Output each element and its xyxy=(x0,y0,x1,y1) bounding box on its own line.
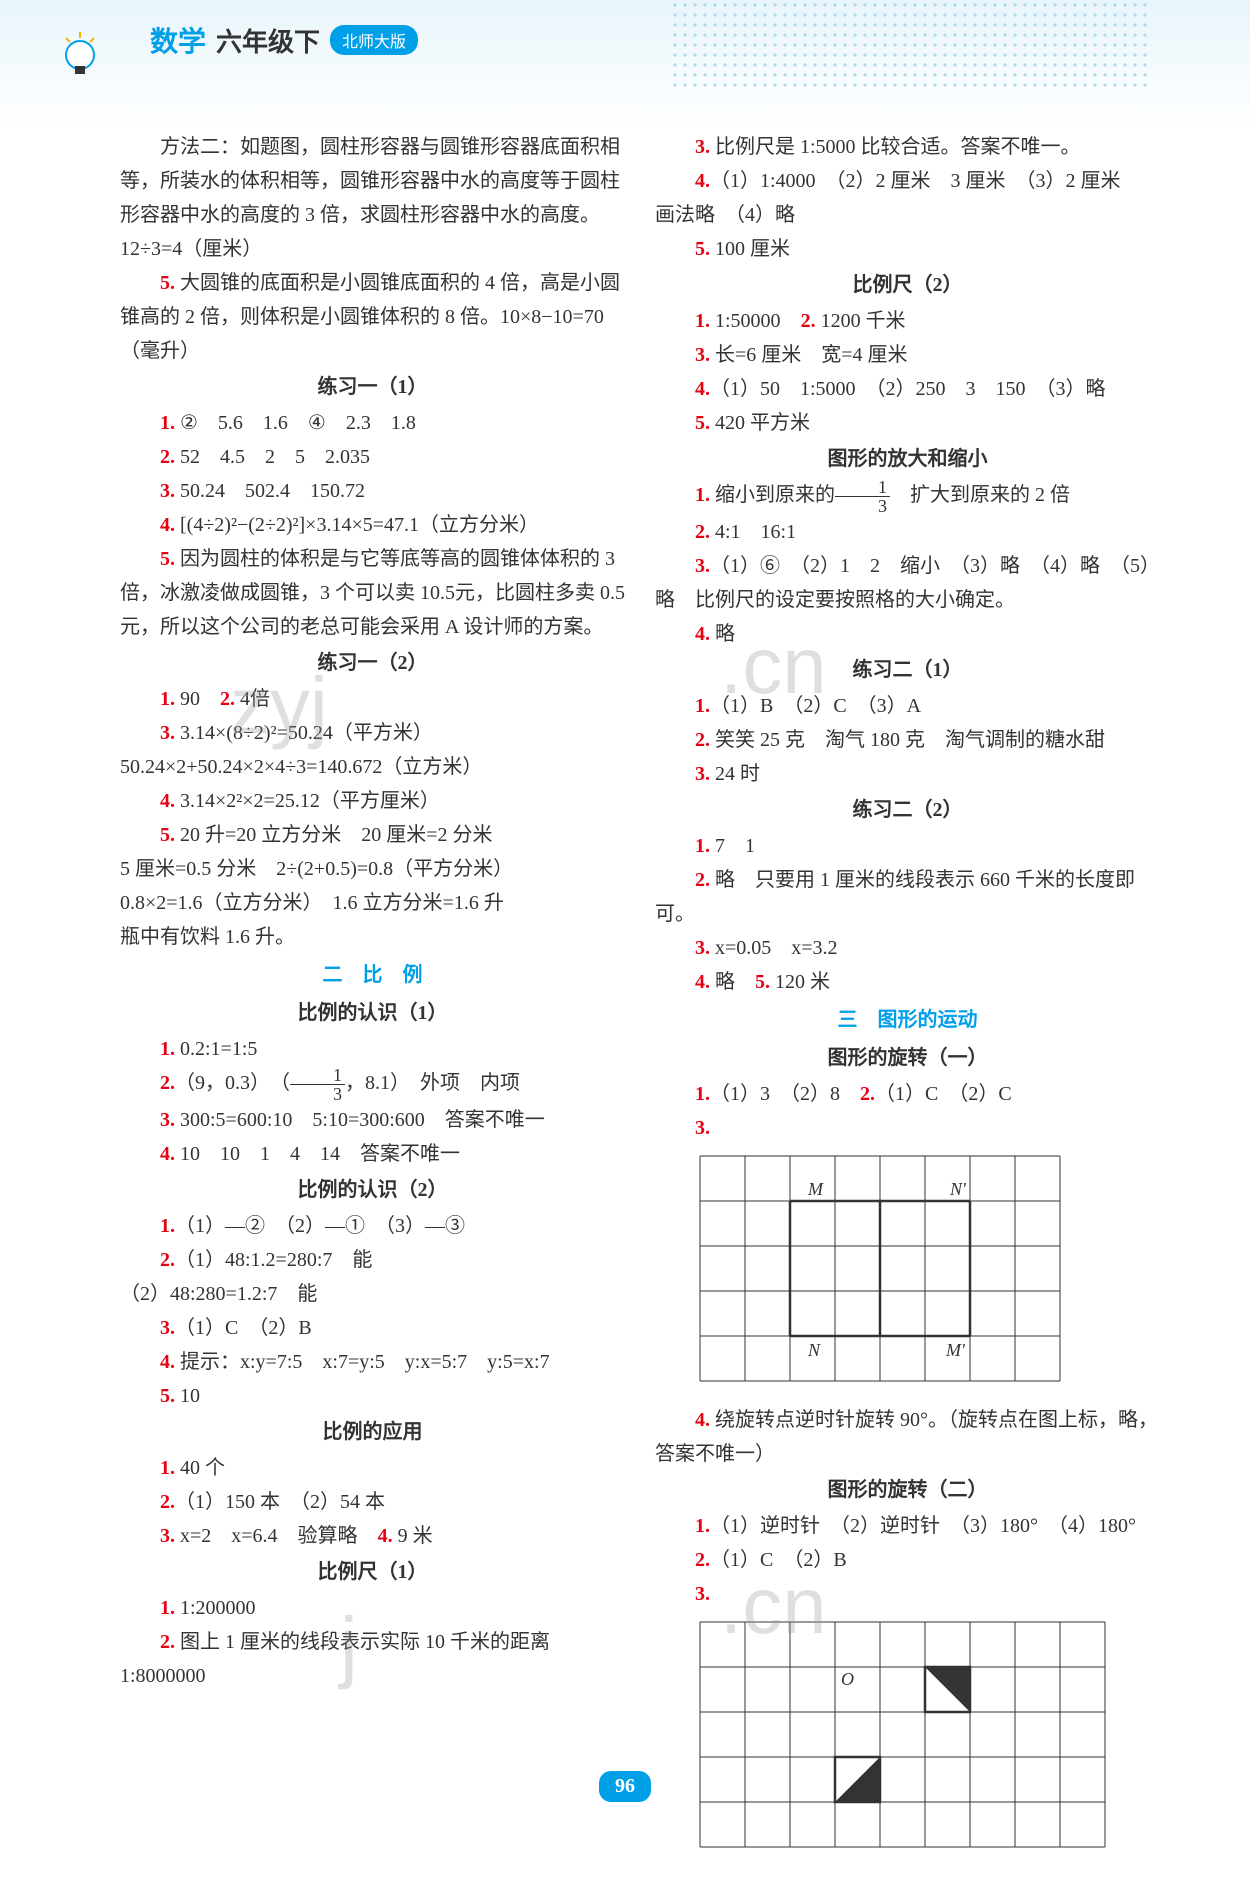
answer-item: 1. 缩小到原来的13 扩大到原来的 2 倍 xyxy=(655,478,1160,515)
subsection-title: 练习二（2） xyxy=(655,793,1160,827)
answer-item: 1.（1）逆时针 （2）逆时针 （3）180° （4）180° xyxy=(655,1509,1160,1543)
subsection-title: 图形的放大和缩小 xyxy=(655,442,1160,476)
answer-item: 4.（1）1:4000 （2）2 厘米 3 厘米 （3）2 厘米 画法略 （4）… xyxy=(655,164,1160,232)
grid-diagram-2: O xyxy=(695,1617,1160,1863)
answer-item: 4. 略 5. 120 米 xyxy=(655,965,1160,999)
svg-text:N': N' xyxy=(949,1179,967,1199)
answer-item: 3. 24 时 xyxy=(655,757,1160,791)
answer-item: 5. 10 xyxy=(120,1379,625,1413)
header-dots-decoration xyxy=(670,0,1150,90)
answer-item: 2. 略 只要用 1 厘米的线段表示 660 千米的长度即可。 xyxy=(655,863,1160,931)
subsection-title: 比例尺（1） xyxy=(120,1555,625,1589)
answer-item: 1. 1:50000 2. 1200 千米 xyxy=(655,304,1160,338)
answer-item: 3. xyxy=(655,1577,1160,1611)
item-number: 5. xyxy=(160,272,175,294)
answer-item: 3. 50.24 502.4 150.72 xyxy=(120,474,625,508)
answer-item: 2. 4:1 16:1 xyxy=(655,515,1160,549)
answer-item: 3. 比例尺是 1:5000 比较合适。答案不唯一。 xyxy=(655,130,1160,164)
edition-badge: 北师大版 xyxy=(330,25,418,55)
answer-cont: 瓶中有饮料 1.6 升。 xyxy=(120,920,625,954)
subsection-title: 比例的认识（1） xyxy=(120,996,625,1030)
answer-item: 4.（1）50 1:5000 （2）250 3 150 （3）略 xyxy=(655,372,1160,406)
answer-item: 3. xyxy=(655,1111,1160,1145)
subsection-title: 比例的认识（2） xyxy=(120,1173,625,1207)
answer-item: 1. 7 1 xyxy=(655,829,1160,863)
subsection-title: 练习二（1） xyxy=(655,653,1160,687)
subsection-title: 比例尺（2） xyxy=(655,268,1160,302)
answer-item: 3. 3.14×(8÷2)²=50.24（平方米） xyxy=(120,716,625,750)
grid-diagram-1: M N' N M' xyxy=(695,1151,1160,1397)
paragraph: 方法二：如题图，圆柱形容器与圆锥形容器底面积相等，所装水的体积相等，圆锥形容器中… xyxy=(120,130,625,266)
left-column: 方法二：如题图，圆柱形容器与圆锥形容器底面积相等，所装水的体积相等，圆锥形容器中… xyxy=(120,130,625,1869)
answer-item: 2.（1）150 本 （2）54 本 xyxy=(120,1485,625,1519)
answer-item: 4. 略 xyxy=(655,617,1160,651)
answer-item: 1.（1）B （2）C （3）A xyxy=(655,689,1160,723)
answer-item: 1. 40 个 xyxy=(120,1451,625,1485)
page-number: 96 xyxy=(599,1771,651,1802)
answer-item: 2. 图上 1 厘米的线段表示实际 10 千米的距离 1:8000000 xyxy=(120,1625,625,1693)
subsection-title: 图形的旋转（一） xyxy=(655,1041,1160,1075)
answer-cont: （2）48:280=1.2:7 能 xyxy=(120,1277,625,1311)
answer-item: 3.（1）C （2）B xyxy=(120,1311,625,1345)
answer-item: 1.（1）—② （2）—① （3）—③ xyxy=(120,1209,625,1243)
answer-item: 5. 100 厘米 xyxy=(655,232,1160,266)
page-header: 数学 六年级下 北师大版 xyxy=(0,0,1250,130)
subsection-title: 练习一（2） xyxy=(120,646,625,680)
svg-text:M': M' xyxy=(945,1340,966,1360)
svg-text:M: M xyxy=(807,1179,824,1199)
answer-item: 2.（9，0.3） （13，8.1） 外项 内项 xyxy=(120,1066,625,1103)
lightbulb-icon xyxy=(60,30,100,80)
answer-item: 2. 52 4.5 2 5 2.035 xyxy=(120,440,625,474)
answer-item: 3. x=2 x=6.4 验算略 4. 9 米 xyxy=(120,1519,625,1553)
answer-item: 4. [(4÷2)²−(2÷2)²]×3.14×5=47.1（立方分米） xyxy=(120,508,625,542)
subsection-title: 比例的应用 xyxy=(120,1415,625,1449)
answer-item: 4. 3.14×2²×2=25.12（平方厘米） xyxy=(120,784,625,818)
answer-item: 1.（1）3 （2）8 2.（1）C （2）C xyxy=(655,1077,1160,1111)
section-title: 三 图形的运动 xyxy=(655,1003,1160,1037)
subsection-title: 练习一（1） xyxy=(120,370,625,404)
content-area: 方法二：如题图，圆柱形容器与圆锥形容器底面积相等，所装水的体积相等，圆锥形容器中… xyxy=(0,130,1250,1889)
answer-item: 4. 提示：x:y=7:5 x:7=y:5 y:x=5:7 y:5=x:7 xyxy=(120,1345,625,1379)
answer-item: 1. 90 2. 4倍 xyxy=(120,682,625,716)
fraction: 13 xyxy=(835,478,890,515)
answer-item: 5. 420 平方米 xyxy=(655,406,1160,440)
answer-item: 5. 大圆锥的底面积是小圆锥底面积的 4 倍，高是小圆锥高的 2 倍，则体积是小… xyxy=(120,266,625,368)
answer-item: 1. 0.2:1=1:5 xyxy=(120,1032,625,1066)
subject-label: 数学 xyxy=(150,20,206,60)
svg-text:O: O xyxy=(841,1669,854,1689)
answer-item: 5. 20 升=20 立方分米 20 厘米=2 分米 xyxy=(120,818,625,852)
answer-item: 4. 10 10 1 4 14 答案不唯一 xyxy=(120,1137,625,1171)
grade-label: 六年级下 xyxy=(216,22,320,59)
answer-item: 3.（1）⑥ （2）1 2 缩小 （3）略 （4）略 （5）略 比例尺的设定要按… xyxy=(655,549,1160,617)
answer-item: 2. 笑笑 25 克 淘气 180 克 淘气调制的糖水甜 xyxy=(655,723,1160,757)
answer-item: 1. 1:200000 xyxy=(120,1591,625,1625)
subsection-title: 图形的旋转（二） xyxy=(655,1473,1160,1507)
answer-cont: 0.8×2=1.6（立方分米） 1.6 立方分米=1.6 升 xyxy=(120,886,625,920)
answer-item: 3. 长=6 厘米 宽=4 厘米 xyxy=(655,338,1160,372)
answer-item: 2.（1）48:1.2=280:7 能 xyxy=(120,1243,625,1277)
answer-item: 3. x=0.05 x=3.2 xyxy=(655,931,1160,965)
answer-item: 5. 因为圆柱的体积是与它等底等高的圆锥体体积的 3 倍，冰激凌做成圆锥，3 个… xyxy=(120,542,625,644)
svg-text:N: N xyxy=(807,1340,821,1360)
answer-item: 3. 300:5=600:10 5:10=300:600 答案不唯一 xyxy=(120,1103,625,1137)
answer-item: 4. 绕旋转点逆时针旋转 90°。（旋转点在图上标，略，答案不唯一） xyxy=(655,1403,1160,1471)
fraction: 13 xyxy=(290,1066,345,1103)
answer-item: 2.（1）C （2）B xyxy=(655,1543,1160,1577)
answer-item: 1. ② 5.6 1.6 ④ 2.3 1.8 xyxy=(120,406,625,440)
answer-cont: 5 厘米=0.5 分米 2÷(2+0.5)=0.8（平方分米） xyxy=(120,852,625,886)
section-title: 二 比 例 xyxy=(120,958,625,992)
answer-cont: 50.24×2+50.24×2×4÷3=140.672（立方米） xyxy=(120,750,625,784)
right-column: 3. 比例尺是 1:5000 比较合适。答案不唯一。 4.（1）1:4000 （… xyxy=(655,130,1160,1869)
